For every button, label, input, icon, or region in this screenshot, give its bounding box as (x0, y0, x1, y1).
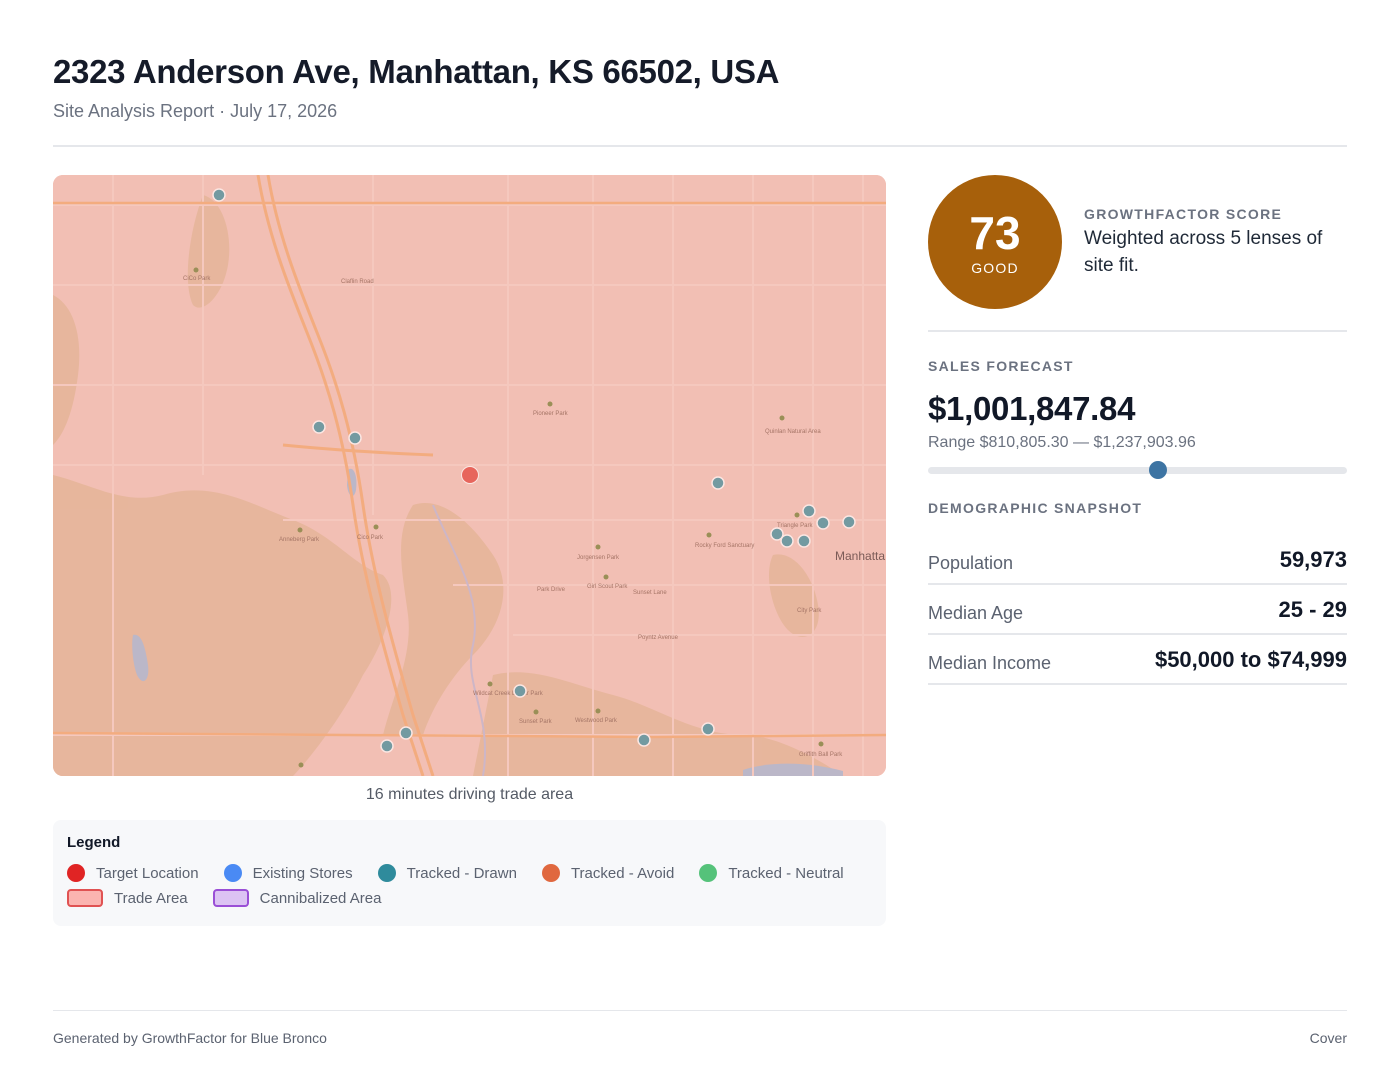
legend-item-label: Tracked - Neutral (728, 864, 844, 882)
highways (53, 175, 886, 776)
legend-item-label: Tracked - Drawn (406, 864, 517, 882)
map-label-park: Rocky Ford Sanctuary (695, 543, 754, 549)
legend-item-label: Tracked - Avoid (570, 864, 675, 882)
map-labels: CiCo Park Pioneer Park Quinlan Natural A… (183, 276, 843, 758)
map-label-park: Quinlan Natural Area (765, 429, 821, 435)
tracked-store-marker[interactable] (637, 733, 651, 747)
tracked-store-marker[interactable] (780, 534, 794, 548)
tracked-store-marker[interactable] (711, 476, 725, 490)
sales-forecast-range: Range $810,805.30 — $1,237,903.96 (928, 434, 1196, 451)
page-title: 2323 Anderson Ave, Manhattan, KS 66502, … (53, 53, 780, 90)
demographic-row-median-income: Median Income $50,000 to $74,999 (928, 635, 1347, 685)
map-label-street: Claflin Road (341, 279, 374, 285)
map-label-park: Griffith Ball Park (799, 752, 843, 758)
tracked-store-marker[interactable] (513, 684, 527, 698)
map-city-label: Manhatta (835, 549, 885, 563)
trade-area-swatch-icon (67, 889, 103, 907)
map-label-park: Cico Park (357, 535, 384, 541)
legend-areas-row: Trade Area Cannibalized Area (67, 888, 872, 908)
map-label-park: Jorgensen Park (577, 555, 620, 561)
map-label-park: Wildcat Creek Linear Park (473, 691, 544, 697)
map-canvas[interactable]: CiCo Park Pioneer Park Quinlan Natural A… (53, 175, 886, 776)
legend-item-label: Target Location (96, 864, 199, 882)
map-caption: 16 minutes driving trade area (365, 786, 574, 803)
legend-markers-row: Target Location Existing Stores Tracked … (67, 863, 872, 883)
map-label-street: Poyntz Avenue (638, 635, 679, 641)
header-divider (53, 145, 1347, 147)
score-description: Weighted across 5 lenses of site fit. (1084, 228, 1323, 276)
map-label-park: Anneberg Park (279, 537, 320, 543)
existing-stores-circle-icon (223, 864, 242, 882)
demographic-key: Population (928, 553, 1014, 573)
sales-forecast-label: SALES FORECAST (928, 358, 1074, 374)
footer-page-label: Cover (1309, 1030, 1347, 1046)
map-label-park: Pioneer Park (533, 411, 569, 417)
legend-item-tracked-neutral: Tracked - Neutral (699, 864, 844, 882)
legend-title: Legend (67, 834, 121, 851)
score-grade: GOOD (971, 260, 1019, 276)
target-location-circle-icon (67, 864, 85, 882)
legend-item-tracked-avoid: Tracked - Avoid (541, 864, 675, 882)
legend-item-existing-stores: Existing Stores (223, 864, 353, 882)
footer-credit: Generated by GrowthFactor for Blue Bronc… (53, 1030, 327, 1046)
tracked-store-marker[interactable] (212, 188, 226, 202)
tracked-store-marker[interactable] (842, 515, 856, 529)
demographic-row-population: Population 59,973 (928, 535, 1347, 585)
demographic-value: $50,000 to $74,999 (1154, 647, 1347, 672)
cannibalized-area-swatch-icon (212, 889, 249, 907)
map-label-street: Park Drive (537, 587, 566, 593)
page-subtitle: Site Analysis Report · July 17, 2026 (53, 101, 338, 121)
tracked-store-marker[interactable] (348, 431, 362, 445)
map-label-park: Girl Scout Park (587, 584, 628, 590)
demographic-key: Median Income (928, 653, 1052, 673)
legend-item-label: Cannibalized Area (259, 889, 382, 907)
terrain-patches (53, 195, 843, 776)
map-label-street: Sunset Lane (633, 590, 667, 596)
map-legend: Legend Target Location Existing Stores T… (53, 820, 886, 926)
score-divider (928, 330, 1347, 332)
creek (432, 504, 487, 776)
legend-item-label: Existing Stores (252, 864, 353, 882)
map-label-park: City Park (797, 608, 822, 614)
map-label-park: Sunset Park (519, 719, 553, 725)
score-value: 73 (969, 207, 1021, 259)
tracked-neutral-circle-icon (699, 864, 718, 882)
score-label: GROWTHFACTOR SCORE (1084, 206, 1283, 222)
trade-area-map[interactable]: CiCo Park Pioneer Park Quinlan Natural A… (53, 175, 886, 776)
forecast-range-bar (928, 461, 1347, 479)
tracked-store-marker[interactable] (701, 722, 715, 736)
sales-forecast-value: $1,001,847.84 (928, 390, 1136, 427)
tracked-store-marker[interactable] (380, 739, 394, 753)
demographic-key: Median Age (928, 603, 1024, 623)
forecast-point-marker (1149, 461, 1168, 479)
legend-item-label: Trade Area (114, 889, 188, 907)
tracked-store-marker[interactable] (399, 726, 413, 740)
tracked-markers[interactable] (212, 188, 856, 753)
legend-item-tracked-drawn: Tracked - Drawn (377, 864, 517, 882)
legend-item-trade-area: Trade Area (67, 889, 188, 907)
map-label-park: Triangle Park (777, 523, 813, 529)
trade-area-overlay (53, 175, 886, 776)
tracked-store-marker[interactable] (802, 504, 816, 518)
footer-divider (53, 1010, 1347, 1011)
legend-item-target-location: Target Location (67, 864, 199, 882)
tracked-store-marker[interactable] (312, 420, 326, 434)
demographic-value: 59,973 (1279, 547, 1347, 572)
demographic-value: 25 - 29 (1278, 597, 1348, 622)
map-label-park: CiCo Park (183, 276, 211, 282)
report-header: 2323 Anderson Ave, Manhattan, KS 66502, … (53, 52, 1347, 122)
legend-item-cannibalized-area: Cannibalized Area (212, 889, 382, 907)
score-badge: 73 GOOD (928, 175, 1062, 309)
tracked-drawn-circle-icon (377, 864, 396, 882)
tracked-store-marker[interactable] (797, 534, 811, 548)
demographic-row-median-age: Median Age 25 - 29 (928, 585, 1347, 635)
tracked-store-marker[interactable] (816, 516, 830, 530)
map-label-park: Westwood Park (575, 718, 618, 724)
tracked-avoid-circle-icon (541, 864, 560, 882)
target-location-marker[interactable] (461, 466, 479, 484)
park-markers (193, 267, 824, 768)
demographic-snapshot-label: DEMOGRAPHIC SNAPSHOT (928, 500, 1143, 516)
tracked-store-marker[interactable] (770, 527, 784, 541)
